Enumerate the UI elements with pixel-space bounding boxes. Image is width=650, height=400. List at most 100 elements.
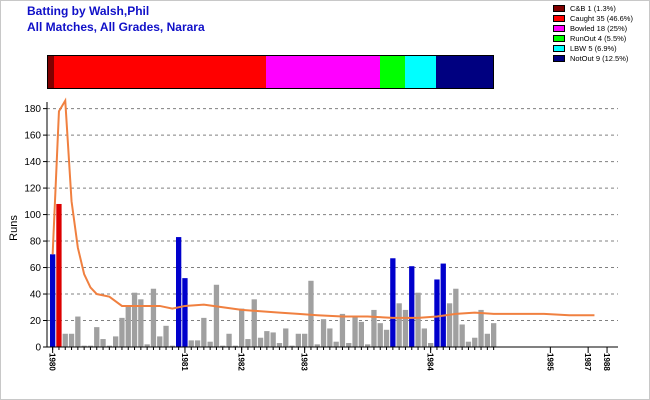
innings-bar [150,288,157,347]
innings-bar [226,333,232,347]
x-year-label: 1987 [583,353,592,371]
innings-bar [232,345,238,347]
innings-bar [94,327,100,347]
innings-bar [339,313,346,347]
y-tick-label: 20 [30,316,42,327]
innings-bar [402,309,409,347]
dismissal-distribution-bar [47,55,494,89]
innings-bar [113,336,119,347]
innings-bar [131,292,138,347]
innings-bar [270,332,276,347]
innings-bar [182,278,188,347]
innings-bar [327,328,333,347]
chart-title: Batting by Walsh,Phil [27,4,150,18]
legend-swatch-bowled [553,25,565,32]
innings-bar [176,237,182,347]
innings-bar [213,284,220,347]
x-year-label: 1980 [48,353,57,371]
innings-bar [365,344,371,347]
y-tick-label: 60 [30,263,42,274]
innings-bar [207,341,213,347]
innings-bar [484,333,490,347]
legend-label-lbw: LBW 5 (6.9%) [570,44,617,53]
y-tick-label: 160 [24,131,41,142]
legend-swatch-lbw [553,45,565,52]
grid-layer [47,108,618,322]
innings-bar [106,345,112,347]
innings-bar [125,305,131,347]
innings-bar [50,254,56,347]
legend-label-runout: RunOut 4 (5.5%) [570,34,627,43]
innings-bar [446,303,453,347]
chart-subtitle: All Matches, All Grades, Narara [27,20,205,34]
innings-bar [478,309,484,347]
innings-bar [295,333,301,347]
y-tick-label: 0 [35,343,41,354]
innings-bar [358,321,364,347]
innings-bar [320,319,327,347]
legend-swatch-notout [553,55,565,62]
innings-bar [157,336,163,347]
legend-item-notout: NotOut 9 (12.5%) [552,54,650,64]
dist-segment-runout [379,56,405,88]
innings-bar [346,343,352,347]
innings-bar [383,329,390,347]
legend-item-lbw: LBW 5 (6.9%) [552,44,650,54]
innings-bar [453,288,459,347]
innings-bar [163,325,169,347]
legend-item-bowled: Bowled 18 (25%) [552,24,650,34]
innings-bar [68,333,75,347]
innings-bar [257,337,264,347]
legend-label-notout: NotOut 9 (12.5%) [570,54,629,63]
x-year-label: 1984 [426,353,435,371]
y-tick-label: 100 [24,210,41,221]
y-tick-label: 80 [30,237,42,248]
innings-bar [201,317,207,347]
x-year-label: 1981 [180,353,189,371]
innings-bar [245,339,251,347]
innings-bar [75,316,81,347]
y-tick-label: 120 [24,184,41,195]
legend-item-runout: RunOut 4 (5.5%) [552,34,650,44]
innings-bar [472,337,478,347]
y-axis-title: Runs [8,215,20,241]
innings-bar [409,266,415,347]
legend-item-cb: C&B 1 (1.3%) [552,4,650,14]
innings-bar [428,343,434,347]
innings-bar [283,328,289,347]
legend-label-caught: Caught 35 (46.6%) [570,14,633,23]
innings-bar [421,328,427,347]
dist-segment-lbw [404,56,437,88]
legend-label-cb: C&B 1 (1.3%) [570,4,616,13]
innings-bar [144,344,150,347]
innings-bar [314,344,320,347]
axis-layer: 0 20 40 60 80 100 120 140 160 180 1980 1981 1982 1983… [24,102,618,371]
innings-bar [459,324,465,347]
average-line [51,97,595,319]
innings-bar [194,340,201,347]
innings-bar [440,263,446,347]
x-year-label: 1985 [545,353,554,371]
x-year-label: 1983 [300,353,309,371]
legend-swatch-caught [553,15,565,22]
innings-bar [264,331,270,347]
innings-bar [276,343,283,347]
innings-bar [220,345,226,347]
legend-label-bowled: Bowled 18 (25%) [570,24,628,33]
innings-bar [188,340,194,347]
legend-swatch-cb [553,5,565,12]
dist-segment-bowled [265,56,380,88]
innings-bar [491,323,497,347]
innings-bar [390,258,396,347]
innings-bar [396,303,402,347]
average-line-layer [51,97,595,319]
innings-bar [302,333,308,347]
dist-segment-cb [48,56,54,88]
innings-bar [251,299,257,347]
innings-bar [56,203,62,347]
innings-bar [434,279,440,347]
innings-bar [119,317,125,347]
innings-bar [465,341,472,347]
innings-bar [87,345,94,347]
innings-bar [333,341,339,347]
